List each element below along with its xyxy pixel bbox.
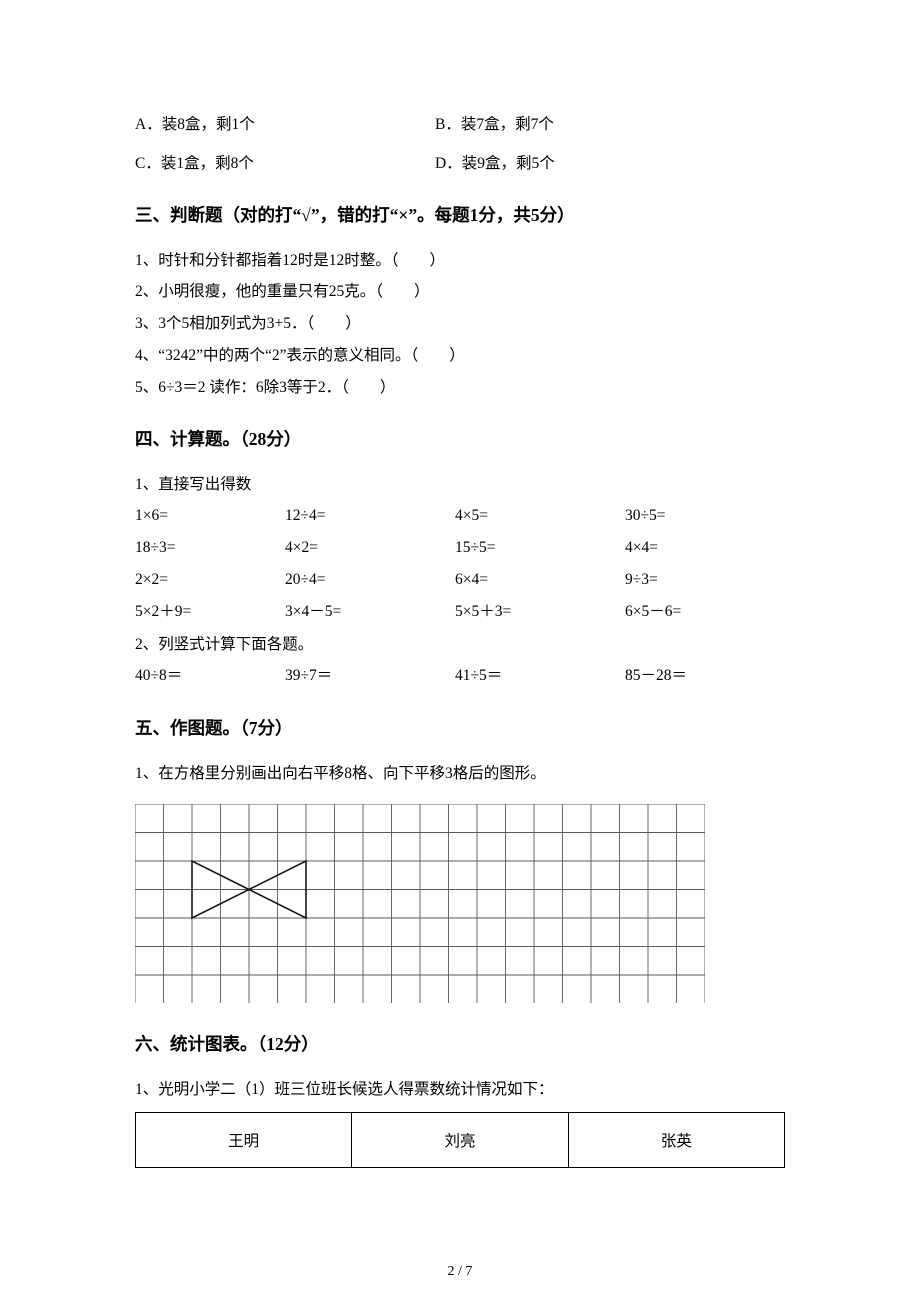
calc-cell: 5×2＋9=: [135, 596, 285, 628]
calc-cell: 30÷5=: [625, 500, 785, 532]
option-c: C．装1盒，剩8个: [135, 149, 435, 178]
calc-cell: 3×4－5=: [285, 596, 455, 628]
calc-cell: 4×4=: [625, 532, 785, 564]
page-number: 2 / 7: [0, 1264, 920, 1280]
section5-heading: 五、作图题。（7分）: [135, 714, 785, 744]
section6-heading: 六、统计图表。（12分）: [135, 1030, 785, 1060]
calc-cell: 39÷7＝: [285, 660, 455, 692]
calc-row: 2×2=20÷4=6×4=9÷3=: [135, 564, 785, 596]
table-row: 王明 刘亮 张英: [136, 1112, 785, 1167]
calc-row: 18÷3=4×2=15÷5=4×4=: [135, 532, 785, 564]
calc-grid2: 40÷8＝39÷7＝41÷5＝85－28＝: [135, 660, 785, 692]
s4-q1-label: 1、直接写出得数: [135, 469, 785, 500]
grid-figure: [135, 804, 785, 1009]
calc-cell: 15÷5=: [455, 532, 625, 564]
s3-q1: 1、时针和分针都指着12时是12时整。（ ）: [135, 245, 785, 277]
s4-q2-label: 2、列竖式计算下面各题。: [135, 629, 785, 660]
calc-row: 1×6=12÷4=4×5=30÷5=: [135, 500, 785, 532]
calc-cell: 41÷5＝: [455, 660, 625, 692]
calc-cell: 5×5＋3=: [455, 596, 625, 628]
section3-heading: 三、判断题（对的打“√”，错的打“×”。每题1分，共5分）: [135, 201, 785, 231]
calc-cell: 12÷4=: [285, 500, 455, 532]
grid-svg: [135, 804, 705, 1004]
table-header-cell: 王明: [136, 1112, 352, 1167]
table-header-cell: 刘亮: [352, 1112, 568, 1167]
s3-q3: 3、3个5相加列式为3+5．（ ）: [135, 308, 785, 340]
s3-q4: 4、“3242”中的两个“2”表示的意义相同。（ ）: [135, 340, 785, 372]
calc-grid: 1×6=12÷4=4×5=30÷5=18÷3=4×2=15÷5=4×4=2×2=…: [135, 500, 785, 627]
calc-cell: 40÷8＝: [135, 660, 285, 692]
s6-q1: 1、光明小学二（1）班三位班长候选人得票数统计情况如下：: [135, 1074, 785, 1106]
calc-cell: 9÷3=: [625, 564, 785, 596]
stats-table: 王明 刘亮 张英: [135, 1112, 785, 1168]
calc-cell: 2×2=: [135, 564, 285, 596]
mc-options-row1: A．装8盒，剩1个 B．装7盒，剩7个: [135, 110, 785, 139]
option-b: B．装7盒，剩7个: [435, 110, 785, 139]
s5-q1: 1、在方格里分别画出向右平移8格、向下平移3格后的图形。: [135, 758, 785, 790]
calc-cell: 6×5－6=: [625, 596, 785, 628]
s3-q2: 2、小明很瘦，他的重量只有25克。（ ）: [135, 276, 785, 308]
table-header-cell: 张英: [568, 1112, 784, 1167]
calc-cell: 18÷3=: [135, 532, 285, 564]
calc-row: 5×2＋9=3×4－5=5×5＋3=6×5－6=: [135, 596, 785, 628]
calc-cell: 20÷4=: [285, 564, 455, 596]
calc-cell: 6×4=: [455, 564, 625, 596]
s3-q5: 5、6÷3＝2 读作：6除3等于2．（ ）: [135, 372, 785, 404]
calc-cell: 85－28＝: [625, 660, 785, 692]
calc-row: 40÷8＝39÷7＝41÷5＝85－28＝: [135, 660, 785, 692]
mc-options-row2: C．装1盒，剩8个 D．装9盒，剩5个: [135, 149, 785, 178]
option-d: D．装9盒，剩5个: [435, 149, 785, 178]
option-a: A．装8盒，剩1个: [135, 110, 435, 139]
calc-cell: 1×6=: [135, 500, 285, 532]
calc-cell: 4×2=: [285, 532, 455, 564]
calc-cell: 4×5=: [455, 500, 625, 532]
page: A．装8盒，剩1个 B．装7盒，剩7个 C．装1盒，剩8个 D．装9盒，剩5个 …: [0, 0, 920, 1302]
section4-heading: 四、计算题。（28分）: [135, 425, 785, 455]
